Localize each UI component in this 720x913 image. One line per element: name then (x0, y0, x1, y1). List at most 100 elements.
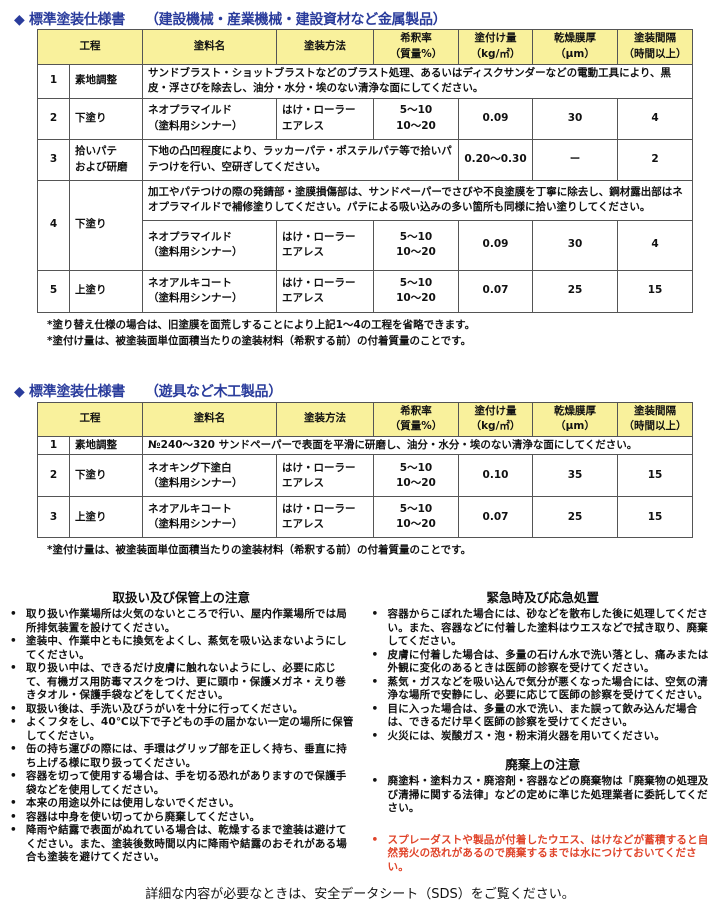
list-item: 容器を切って使用する場合は、手を切る恐れがありますので保護手袋などを使用してくだ… (8, 770, 355, 797)
cell: 0.20～0.30 (458, 138, 533, 181)
cell: 5～10 10～20 (373, 269, 459, 313)
cell: 乾燥膜厚 （μm） (532, 29, 618, 65)
cell: ネオプラマイルド （塗料用シンナー） (142, 219, 277, 271)
cell: 0.09 (458, 97, 533, 140)
cell: 5～10 10～20 (373, 496, 459, 539)
cell: 下塗り (69, 454, 143, 498)
list-item: 取扱い後は、手洗い及びうがいを十分に行ってください。 (8, 703, 355, 717)
cell: 0.07 (458, 496, 533, 539)
cell: 30 (532, 97, 618, 140)
cell: 塗付け量 （kg/㎡） (458, 401, 533, 437)
cell: 拾いパテ および研磨 (69, 138, 143, 181)
cell: はけ・ローラー エアレス (276, 269, 374, 313)
table-row: 2 下塗り ネオプラマイルド （塗料用シンナー） はけ・ローラー エアレス 5～10 1… (37, 97, 693, 140)
cell: 5～10 10～20 (373, 97, 459, 140)
list-item: 火災には、炭酸ガス・泡・粉末消火器を用いてください。 (370, 730, 717, 744)
list-item: 降雨や結露で表面がぬれている場合は、乾燥するまで塗装は避けてください。また、塗装… (8, 824, 355, 865)
table-row: 5 上塗り ネオアルキコート （塗料用シンナー） はけ・ローラー エアレス 5～10 1… (37, 269, 693, 313)
cell: 1 (37, 435, 70, 456)
cell: 0.07 (458, 269, 533, 313)
cell: 2 (617, 138, 693, 181)
cell: 下塗り (69, 179, 143, 271)
header-row: 工程 塗料名 塗装方法 希釈率 （質量%） 塗付け量 （kg/㎡） 乾燥膜厚 （μm） 塗装… (37, 401, 693, 437)
cell: 塗料名 (142, 401, 277, 437)
cell: 塗装間隔 （時間以上） (617, 29, 693, 65)
title-text: ◆ 標準塗装仕様書 (14, 12, 125, 28)
fire-warning: スプレーダストや製品が付着したウエス、はけなどが蓄積すると自然発火の恐れがあるの… (370, 834, 717, 875)
cell: 素地調整 (69, 435, 143, 456)
cell: 3 (37, 496, 70, 539)
precautions-area: 取扱い及び保管上の注意 取り扱い作業場所は火気のないところで行い、屋内作業場所で… (0, 590, 720, 874)
cell: 工程 (37, 401, 143, 437)
cell: はけ・ローラー エアレス (276, 496, 374, 539)
table-row: ネオプラマイルド （塗料用シンナー） はけ・ローラー エアレス 5～10 10～20… (38, 219, 693, 271)
emergency-section: 緊急時及び応急処置 容器からこぼれた場合には、砂などを散布した後に処理してくださ… (370, 590, 717, 743)
cell: 希釈率 （質量%） (373, 29, 459, 65)
title-text: ◆ 標準塗装仕様書 (14, 383, 125, 400)
cell: 5 (37, 269, 70, 313)
list-item: 目に入った場合は、多量の水で洗い、また誤って飲み込んだ場合は、できるだけ早く医師… (370, 703, 717, 730)
disposal-section: 廃棄上の注意 廃塗料・塗料カス・廃溶剤・容器などの廃棄物は「廃棄物の処理及び清掃… (370, 757, 717, 874)
note-3: *塗付け量は、被塗装面単位面積当たりの塗装材料（希釈する前）の付着質量のことです… (47, 544, 472, 557)
cell: 上塗り (69, 496, 143, 539)
cell: ネオアルキコート （塗料用シンナー） (142, 496, 277, 539)
cell: 4 (37, 179, 70, 271)
cell: 30 (532, 219, 618, 271)
cell: 塗装方法 (276, 29, 374, 65)
cell: 加工やパテつけの際の発錆部・塗膜損傷部は、サンドペーパーでさびや不良塗膜を丁寧に… (142, 179, 693, 221)
cell: 3 (37, 138, 70, 181)
cell: №240～320 サンドペーパーで表面を平滑に研磨し、油分・水分・埃のない清浄な… (142, 435, 693, 456)
footer-sds-note: 詳細な内容が必要なときは、安全データシート（SDS）をご覧ください。 (145, 887, 575, 903)
cell: 1 (37, 63, 70, 99)
section-title: 廃棄上の注意 (505, 757, 581, 773)
cell: 5～10 10～20 (373, 219, 459, 271)
table-row: 4 下塗り 加工やパテつけの際の発錆部・塗膜損傷部は、サンドペーパーでさびや不良塗膜… (37, 179, 693, 271)
emergency-list: 容器からこぼれた場合には、砂などを散布した後に処理してください。また、容器などに… (370, 608, 717, 743)
list-item: 蒸気・ガスなどを吸い込んで気分が悪くなった場合には、空気の清浄な場所で安静にし、… (370, 676, 717, 703)
cell: 15 (617, 269, 693, 313)
title-subtitle: （建設機械・産業機械・建設資材など金属製品） (144, 12, 447, 28)
cell: 35 (532, 454, 618, 498)
cell: 乾燥膜厚 （μm） (532, 401, 618, 437)
cell: ー (532, 138, 618, 181)
cell: 塗装間隔 （時間以上） (617, 401, 693, 437)
cell: 0.10 (458, 454, 533, 498)
cell: 下塗り (69, 97, 143, 140)
list-item: 缶の持ち運びの際には、手環はグリップ部を正しく持ち、垂直に持ち上げる様に取り扱っ… (8, 743, 355, 770)
table2-title: ◆ 標準塗装仕様書 （遊具など木工製品） (14, 383, 720, 401)
disposal-list: 廃塗料・塗料カス・廃溶剤・容器などの廃棄物は「廃棄物の処理及び清掃に関する法律」… (370, 775, 717, 816)
cell: 0.09 (458, 219, 533, 271)
cell: はけ・ローラー エアレス (276, 454, 374, 498)
list-item: 本来の用途以外には使用しないでください。 (8, 797, 355, 811)
cell: 15 (617, 454, 693, 498)
left-column: 取扱い及び保管上の注意 取り扱い作業場所は火気のないところで行い、屋内作業場所で… (8, 590, 355, 874)
cell: 2 (37, 97, 70, 140)
list-item: 取り扱い中は、できるだけ皮膚に触れないようにし、必要に応じて、有機ガス用防毒マス… (8, 662, 355, 703)
list-item: 廃塗料・塗料カス・廃溶剤・容器などの廃棄物は「廃棄物の処理及び清掃に関する法律」… (370, 775, 717, 816)
cell: 上塗り (69, 269, 143, 313)
table-row: 3 上塗り ネオアルキコート （塗料用シンナー） はけ・ローラー エアレス 5～10 1… (37, 496, 693, 539)
list-item: 皮膚に付着した場合は、多量の石けん水で洗い落とし、痛みまたは外観に変化のあるとき… (370, 649, 717, 676)
cell: 25 (532, 269, 618, 313)
list-item: 取り扱い作業場所は火気のないところで行い、屋内作業場所では局所排気装置を設けてく… (8, 608, 355, 635)
table1-title: ◆ 標準塗装仕様書 （建設機械・産業機械・建設資材など金属製品） (14, 11, 720, 29)
cell: 4 (617, 97, 693, 140)
handling-section: 取扱い及び保管上の注意 取り扱い作業場所は火気のないところで行い、屋内作業場所で… (8, 590, 355, 865)
spec-table-metal: 工程 塗料名 塗装方法 希釈率 （質量%） 塗付け量 （kg/㎡） 乾燥膜厚 （μm） 塗装… (37, 29, 693, 313)
table-row: 2 下塗り ネオキング下塗白 （塗料用シンナー） はけ・ローラー エアレス 5～10 1… (37, 454, 693, 498)
list-item: 塗装中、作業中ともに換気をよくし、蒸気を吸い込まないようにしてください。 (8, 635, 355, 662)
cell: 下地の凸凹程度により、ラッカーパテ・ポステルパテ等で拾いパテつけを行い、空研ぎし… (142, 138, 459, 181)
cell: ネオプラマイルド （塗料用シンナー） (142, 97, 277, 140)
cell: 5～10 10～20 (373, 454, 459, 498)
section-title: 緊急時及び応急処置 (486, 590, 599, 606)
cell: はけ・ローラー エアレス (276, 219, 374, 271)
section-title: 取扱い及び保管上の注意 (112, 590, 250, 606)
table-row: 1 素地調整 サンドブラスト・ショットブラストなどのブラスト処理、あるいはディスクサ… (37, 63, 693, 99)
list-item: よくフタをし、40℃以下で子どもの手の届かない一定の場所に保管してください。 (8, 716, 355, 743)
cell: 塗付け量 （kg/㎡） (458, 29, 533, 65)
cell: 4 (617, 219, 693, 271)
cell: ネオアルキコート （塗料用シンナー） (142, 269, 277, 313)
header-row: 工程 塗料名 塗装方法 希釈率 （質量%） 塗付け量 （kg/㎡） 乾燥膜厚 （μm） 塗装… (37, 29, 693, 65)
right-column: 緊急時及び応急処置 容器からこぼれた場合には、砂などを散布した後に処理してくださ… (370, 590, 717, 874)
list-item: 容器からこぼれた場合には、砂などを散布した後に処理してください。また、容器などに… (370, 608, 717, 649)
